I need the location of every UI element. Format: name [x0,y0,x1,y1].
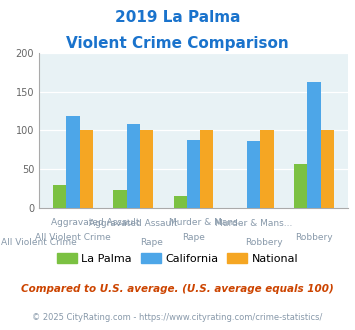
Text: Robbery: Robbery [295,233,333,242]
Bar [187,140,200,208]
Bar [321,130,334,208]
Text: Violent Crime Comparison: Violent Crime Comparison [66,36,289,51]
Bar [307,82,321,208]
Bar [200,130,213,208]
Text: Rape: Rape [140,238,163,247]
Text: Aggravated Assault: Aggravated Assault [51,218,140,227]
Bar [174,196,187,208]
Legend: La Palma, California, National: La Palma, California, National [53,250,302,267]
Bar [66,116,80,208]
Bar [80,130,93,208]
Bar [294,164,307,208]
Bar [113,190,127,208]
Bar [127,124,140,208]
Text: Aggravated Assault: Aggravated Assault [89,219,178,228]
Text: © 2025 CityRating.com - https://www.cityrating.com/crime-statistics/: © 2025 CityRating.com - https://www.city… [32,314,323,322]
Text: Rape: Rape [182,233,205,242]
Text: 2019 La Palma: 2019 La Palma [115,10,240,25]
Bar [260,130,274,208]
Text: Murder & Mans...: Murder & Mans... [215,219,293,228]
Text: Murder & Mans...: Murder & Mans... [169,218,246,227]
Bar [140,130,153,208]
Bar [53,185,66,208]
Text: Robbery: Robbery [245,238,283,247]
Text: All Violent Crime: All Violent Crime [35,233,111,242]
Text: Compared to U.S. average. (U.S. average equals 100): Compared to U.S. average. (U.S. average … [21,284,334,294]
Bar [247,141,260,208]
Text: All Violent Crime: All Violent Crime [1,238,77,247]
